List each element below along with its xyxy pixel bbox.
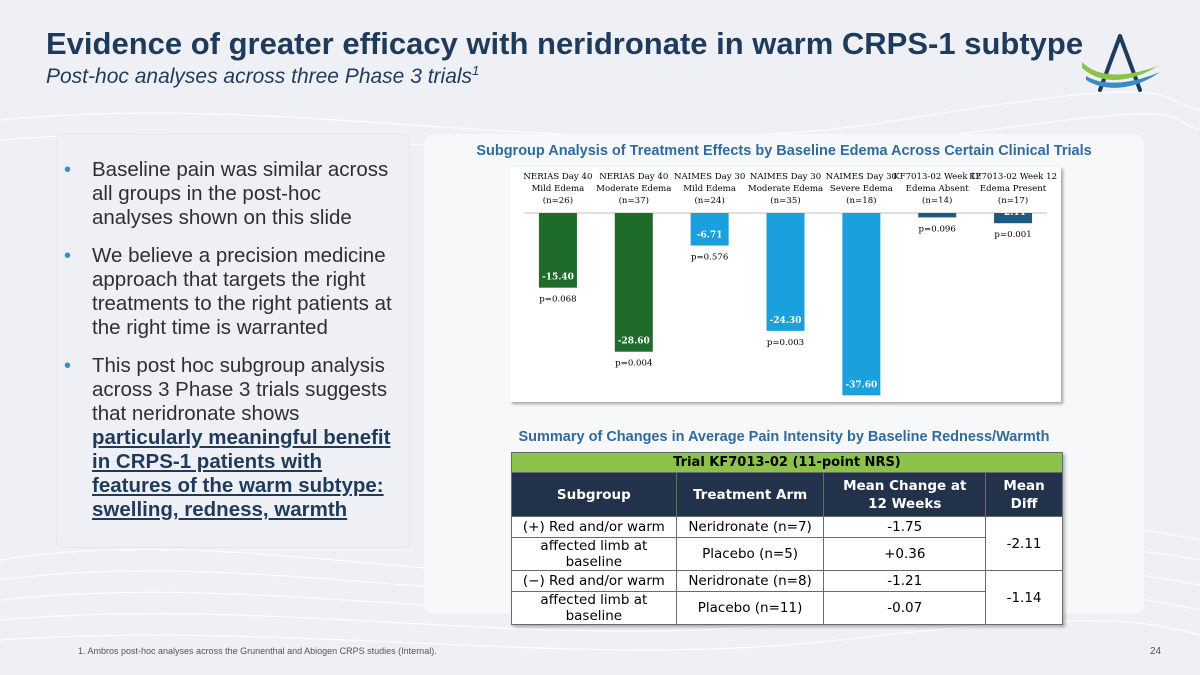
arm-cell: Neridronate (n=7)	[675, 516, 825, 538]
category-label: (n=37)	[619, 195, 649, 206]
bullet-marker: •	[64, 245, 72, 267]
subgroup-cell-line1: (+) Red and/or warm	[511, 516, 677, 538]
category-label: NERIAS Day 40	[523, 172, 592, 182]
bar	[538, 213, 577, 288]
bar	[842, 213, 881, 396]
table-title: Summary of Changes in Average Pain Inten…	[518, 429, 1050, 445]
data-label: -2.11	[1000, 208, 1026, 218]
category-label: (n=24)	[694, 195, 724, 206]
key-points-list: • Baseline pain was similar across all gr…	[62, 158, 407, 536]
data-label: -37.60	[845, 380, 877, 390]
data-label: -15.40	[542, 273, 574, 283]
change-cell: -0.07	[823, 591, 987, 625]
trial-header-cell: Trial KF7013-02 (11-point NRS)	[511, 452, 1063, 473]
change-cell: +0.36	[823, 537, 987, 571]
category-label: (n=17)	[998, 195, 1028, 206]
data-label: -6.71	[697, 231, 723, 241]
bar	[690, 213, 729, 246]
category-label: NAIMES Day 30	[750, 172, 821, 182]
table-row: (+) Red and/or warm Neridronate (n=7) -1…	[511, 516, 1063, 571]
category-label: NAIMES Day 30	[826, 172, 897, 182]
subgroup-cell-line2: affected limb at baseline	[511, 537, 677, 571]
category-label: Severe Edema	[830, 184, 893, 194]
data-label: -0.91	[924, 202, 950, 212]
table-column-header-row: Subgroup Treatment Arm Mean Change at 12…	[511, 472, 1063, 517]
key-points-panel	[56, 134, 410, 548]
bar	[918, 213, 957, 218]
bullet-item: • We believe a precision medicine approac…	[62, 244, 407, 340]
category-label: NERIAS Day 40	[599, 172, 668, 182]
edema-subgroup-chart: NERIAS Day 40 Mild Edema (n=26) -15.40 p=0.0…	[510, 167, 1061, 412]
table-row: affected limb at baseline Placebo (n=11)…	[511, 591, 1063, 625]
data-label: -28.60	[618, 337, 650, 347]
bullet-item: • Baseline pain was similar across all gr…	[62, 158, 407, 230]
table-row: (−) Red and/or warm Neridronate (n=8) -1…	[511, 570, 1063, 625]
p-value-label: p=0.004	[615, 359, 653, 369]
data-label: -24.30	[770, 316, 802, 326]
bullet-text: We believe a precision medicine approach…	[92, 244, 392, 339]
category-label: (n=14)	[922, 195, 952, 206]
col-header-mean-diff: Mean Diff	[985, 472, 1063, 517]
change-cell: -1.21	[823, 570, 987, 592]
category-label: Edema Absent	[906, 184, 970, 194]
change-cell: -1.75	[823, 516, 987, 538]
bullet-text: Baseline pain was similar across all gro…	[92, 158, 389, 229]
footnote: 1. Ambros post-hoc analyses across the G…	[78, 646, 437, 656]
category-label: KF7013-02 Week 12	[893, 172, 981, 182]
category-label: KF7013-02 Week 12	[969, 172, 1057, 182]
arm-cell: Placebo (n=11)	[675, 591, 825, 625]
bullet-marker: •	[64, 355, 72, 377]
category-label: NAIMES Day 30	[674, 172, 745, 182]
bar	[766, 213, 805, 331]
arm-cell: Neridronate (n=8)	[675, 570, 825, 592]
table-trial-header-row: Trial KF7013-02 (11-point NRS)	[511, 452, 1063, 473]
chart-title: Subgroup Analysis of Treatment Effects b…	[476, 143, 1092, 159]
bullet-emphasis-text: particularly meaningful benefit in CRPS-…	[92, 426, 391, 521]
category-label: (n=26)	[543, 195, 573, 206]
col-header-subgroup: Subgroup	[511, 472, 677, 517]
bullet-text: This post hoc subgroup analysis across 3…	[92, 354, 388, 425]
page-subtitle: Post-hoc analyses across three Phase 3 t…	[46, 63, 479, 89]
category-label: Mild Edema	[683, 184, 736, 194]
category-label: (n=18)	[846, 195, 876, 206]
category-label: Mild Edema	[532, 184, 585, 194]
diff-cell: -2.11	[985, 516, 1063, 571]
subgroup-cell-line1: (−) Red and/or warm	[511, 570, 677, 592]
p-value-label: p=0.096	[919, 224, 956, 234]
subtitle-footnote-ref: 1	[472, 63, 480, 78]
bar	[994, 213, 1033, 224]
p-value-label: p=0.001	[994, 230, 1031, 240]
pain-intensity-table: Trial KF7013-02 (11-point NRS) Subgroup …	[511, 452, 1063, 625]
category-label: Edema Present	[980, 184, 1047, 194]
table-row: affected limb at baseline Placebo (n=5) …	[511, 537, 1063, 571]
col-header-treatment-arm: Treatment Arm	[675, 472, 825, 517]
subtitle-text: Post-hoc analyses across three Phase 3 t…	[46, 65, 473, 88]
category-label: (n=35)	[770, 195, 800, 206]
diff-cell: -1.14	[985, 570, 1063, 625]
bar	[614, 213, 653, 352]
p-value-label: p=0.576	[691, 253, 728, 263]
bullet-marker: •	[64, 159, 72, 181]
subgroup-cell-line2: affected limb at baseline	[511, 591, 677, 625]
category-label: Moderate Edema	[596, 184, 671, 194]
page-number: 24	[1150, 646, 1162, 657]
category-label: Moderate Edema	[748, 184, 823, 194]
page-title: Evidence of greater efficacy with neridr…	[46, 26, 1084, 61]
p-value-label: p=0.068	[539, 295, 576, 305]
bullet-item: • This post hoc subgroup analysis across …	[62, 354, 407, 522]
ambros-a-logo-icon	[1082, 34, 1160, 92]
p-value-label: p=0.003	[767, 338, 804, 348]
arm-cell: Placebo (n=5)	[675, 537, 825, 571]
col-header-mean-change: Mean Change at 12 Weeks	[823, 472, 987, 517]
